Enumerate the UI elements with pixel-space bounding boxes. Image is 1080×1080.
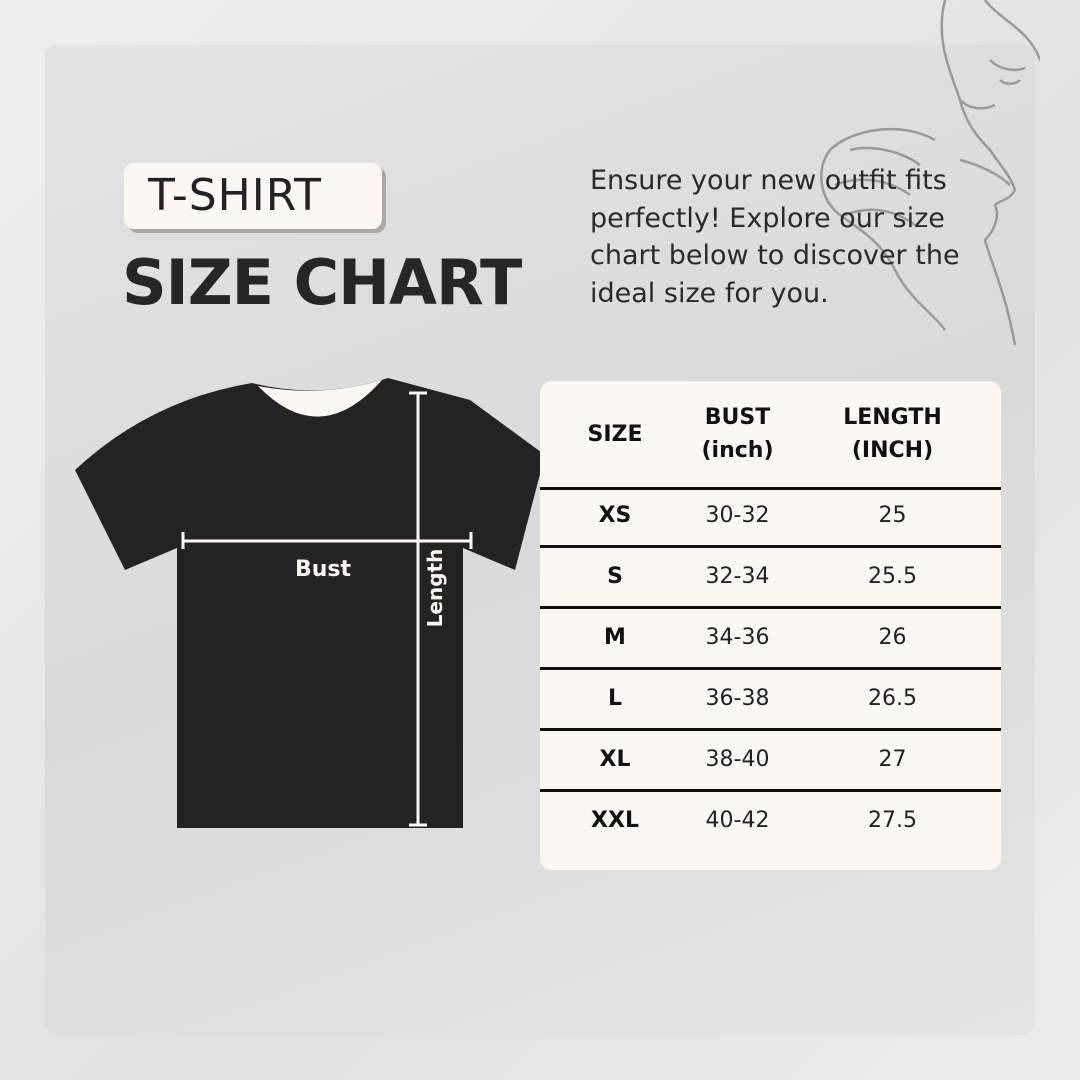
length-cell: 27.5 (868, 808, 917, 833)
length-cell: 27 (878, 747, 907, 772)
length-cell: 25 (878, 503, 907, 528)
table-row: S 32-34 25.5 (540, 548, 1001, 609)
size-cell: XL (599, 747, 631, 772)
table-row: XL 38-40 27 (540, 731, 1001, 792)
column-header-bust: BUST (inch) (701, 405, 774, 463)
page-title: SIZE CHART (122, 246, 522, 319)
product-type-tag: T-SHIRT (124, 163, 382, 229)
table-row: L 36-38 26.5 (540, 670, 1001, 731)
column-header-size: SIZE (587, 421, 643, 447)
bust-cell: 32-34 (705, 564, 770, 589)
size-cell: XXL (591, 808, 639, 833)
length-cell: 26.5 (868, 686, 917, 711)
size-cell: M (604, 625, 626, 650)
column-header-length: LENGTH (INCH) (843, 405, 942, 463)
table-row: XXL 40-42 27.5 (540, 792, 1001, 853)
table-row: XS 30-32 25 (540, 487, 1001, 548)
face-line-art-illustration (820, 0, 1040, 346)
intro-text: Ensure your new outfit fits perfectly! E… (590, 165, 960, 309)
bust-label: Bust (295, 557, 352, 582)
length-cell: 26 (878, 625, 907, 650)
bust-cell: 34-36 (705, 625, 770, 650)
tshirt-shape (75, 378, 545, 828)
tshirt-neckline (258, 380, 382, 417)
size-cell: L (607, 686, 623, 711)
length-label: Length (423, 549, 447, 628)
size-cell: S (607, 564, 623, 589)
bust-cell: 40-42 (705, 808, 770, 833)
size-cell: XS (598, 503, 632, 528)
table-header: SIZE BUST (inch) LENGTH (INCH) (540, 381, 1001, 490)
bust-cell: 30-32 (705, 503, 770, 528)
table-row: M 34-36 26 (540, 609, 1001, 670)
bust-cell: 36-38 (705, 686, 770, 711)
bust-cell: 38-40 (705, 747, 770, 772)
size-table: SIZE BUST (inch) LENGTH (INCH) XS 30-32 25… (540, 381, 1001, 870)
length-cell: 25.5 (868, 564, 917, 589)
